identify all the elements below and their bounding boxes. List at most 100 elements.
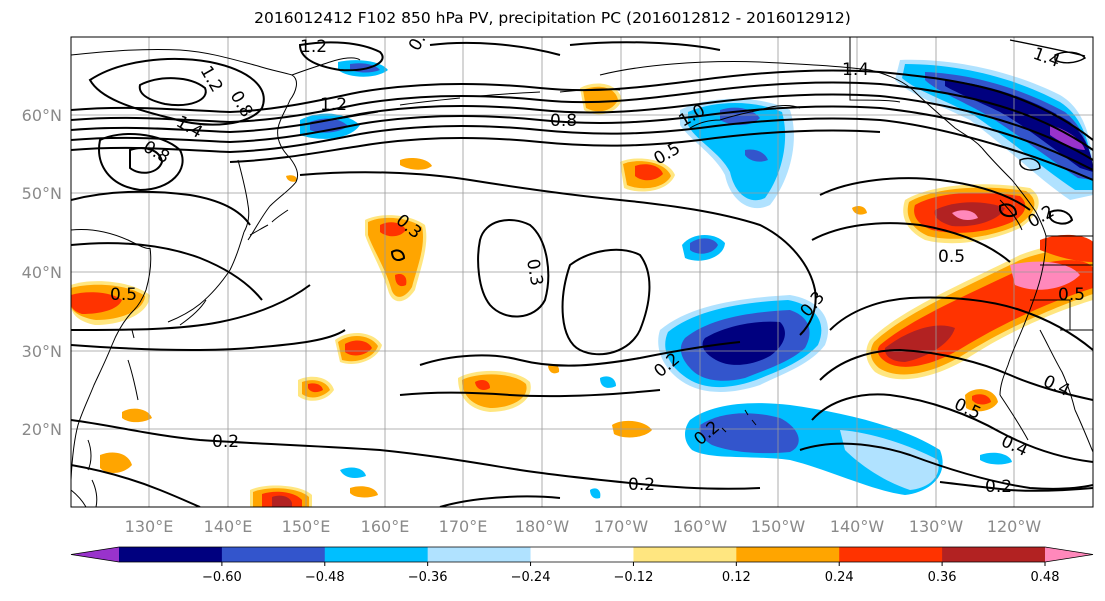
precip-pos-150e-4	[272, 495, 292, 507]
precip-pos-25n-3	[308, 383, 323, 393]
precip-pos-misc-7	[350, 486, 378, 498]
colorbar-bin	[633, 547, 737, 562]
precip-pos-misc-5	[852, 205, 867, 215]
precip-neg-trop-5	[980, 452, 1012, 465]
contour-label: 0.2	[628, 475, 655, 495]
colorbar-extend-min	[71, 547, 119, 562]
colorbar-tick-label: 0.48	[1031, 570, 1060, 585]
lon-label: 120°W	[987, 517, 1042, 536]
contour-label: 0.3	[522, 257, 546, 287]
lon-label: 130°E	[125, 517, 174, 536]
colorbar-tick-label: −0.60	[202, 570, 242, 585]
precip-pos-misc-6	[548, 364, 560, 374]
contour-label: 1.2	[300, 37, 327, 57]
precip-pos-160e-2	[368, 217, 423, 297]
lat-label: 60°N	[22, 106, 62, 125]
precip-pos-35n-3	[345, 340, 372, 356]
precip-neg-alaska-core	[945, 80, 1093, 172]
contour-label: 0.5	[938, 247, 965, 267]
contour-label: 0.2	[212, 432, 239, 452]
colorbar: −0.60 −0.48 −0.36 −0.24 −0.12 0.12 0.24 0.36 0.4…	[70, 546, 1094, 585]
coastline-kamchatka	[291, 57, 361, 76]
precip-neg-alaska-in	[925, 72, 1093, 180]
precip-pos-misc-8	[286, 175, 298, 182]
colorbar-bin	[221, 547, 326, 562]
lat-label: 20°N	[22, 420, 62, 439]
lon-label: 180°W	[515, 517, 570, 536]
lat-label: 40°N	[22, 263, 62, 282]
lon-label: 170°W	[594, 517, 649, 536]
colorbar-bin	[427, 547, 532, 562]
lon-label: 160°W	[673, 517, 728, 536]
precip-pos-misc-4	[400, 158, 432, 170]
coastline-ryukyu	[127, 329, 139, 401]
precip-pos-160e-3	[380, 222, 406, 237]
precip-pos-175w-3	[475, 380, 490, 390]
coastline-hawaii	[721, 409, 757, 433]
precip-neg-trop-7	[340, 467, 366, 478]
colorbar-bin	[324, 547, 429, 562]
precip-neg-mid-2	[690, 238, 718, 254]
precip-shading	[71, 59, 1093, 507]
pv-contours	[71, 39, 1093, 507]
coastline-bc	[981, 147, 1047, 237]
contour-label: 0.8	[550, 111, 577, 131]
precip-pos-west-3	[71, 292, 122, 314]
map-frame	[70, 36, 1094, 508]
colorbar-bin	[530, 547, 634, 562]
precip-pos-55n-2	[583, 86, 618, 112]
colorbar-bin	[839, 547, 943, 562]
precip-pos-160e-4	[395, 274, 407, 287]
contour-label: 0.2	[985, 477, 1012, 497]
precip-neg-trop-6	[590, 488, 601, 499]
latitude-labels: 60°N 50°N 40°N 30°N 20°N	[22, 106, 62, 439]
precip-neg-gulf-4	[745, 149, 768, 162]
coastline-japan	[167, 231, 245, 326]
lon-label: 130°W	[909, 517, 964, 536]
precip-neg-sub-4	[702, 321, 785, 365]
map-title: 2016012412 F102 850 hPa PV, precipitatio…	[254, 9, 851, 27]
coastline-mexico	[1074, 409, 1093, 453]
lon-label: 140°W	[830, 517, 885, 536]
lon-label: 150°E	[282, 517, 331, 536]
lon-label: 170°E	[439, 517, 488, 536]
colorbar-bin	[736, 547, 840, 562]
precip-pos-eastpac-6	[1040, 234, 1093, 262]
colorbar-tick-label: −0.12	[614, 570, 654, 585]
precip-pos-misc-1	[100, 452, 132, 474]
coastline-philippines	[71, 479, 98, 507]
coastline-alaska-border	[849, 37, 901, 103]
precip-pos-misc-2	[122, 408, 152, 423]
coastline-sakhalin	[237, 159, 250, 233]
coastline-china	[71, 229, 151, 481]
colorbar-tick-label: 0.12	[722, 570, 751, 585]
precip-neg-trop-2	[699, 413, 799, 454]
lon-label: 140°E	[204, 517, 253, 536]
longitude-labels: 130°E 140°E 150°E 160°E 170°E 180°W 170°…	[125, 517, 1042, 536]
contour-label: 0.5	[110, 285, 137, 305]
coastline-alaska	[599, 61, 983, 149]
precip-pos-bc-5	[952, 210, 978, 221]
contour-label: 0.5	[1058, 285, 1085, 305]
colorbar-bin	[119, 547, 223, 562]
contour-label: 1.4	[842, 60, 869, 80]
precip-pos-eastpac-5	[1010, 261, 1080, 290]
lat-label: 30°N	[22, 342, 62, 361]
colorbar-extend-max	[1045, 547, 1093, 562]
coastline-baja	[999, 329, 1076, 441]
coastline-kuril	[249, 209, 289, 236]
precip-pos-eastpac-4	[884, 325, 955, 362]
colorbar-outline	[70, 546, 1094, 563]
coastline-states	[1030, 235, 1093, 331]
contour-label: 1.2	[320, 95, 347, 115]
colorbar-tick-label: 0.36	[928, 570, 957, 585]
precip-pos-135w-2	[972, 394, 991, 405]
precip-neg-trop-4	[600, 376, 616, 388]
lat-label: 50°N	[22, 184, 62, 203]
colorbar-tick-label: −0.24	[511, 570, 551, 585]
precip-pos-50n-3	[635, 164, 663, 181]
colorbar-tick-label: 0.24	[825, 570, 854, 585]
colorbar-bin	[942, 547, 1046, 562]
lon-label: 160°E	[361, 517, 410, 536]
